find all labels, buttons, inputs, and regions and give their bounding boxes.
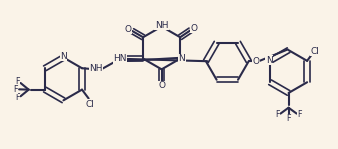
Text: O: O	[124, 25, 131, 34]
Text: N: N	[178, 54, 185, 63]
Text: O: O	[191, 24, 198, 33]
Text: N: N	[266, 56, 273, 65]
Text: O: O	[253, 57, 260, 66]
Text: Cl: Cl	[86, 100, 95, 109]
Text: F: F	[15, 77, 19, 86]
Text: Cl: Cl	[310, 47, 319, 56]
Text: O: O	[158, 81, 165, 90]
Text: HN: HN	[113, 54, 127, 63]
Text: F: F	[13, 85, 18, 94]
Text: N: N	[60, 52, 67, 61]
Text: NH: NH	[155, 21, 168, 30]
Text: F: F	[286, 114, 291, 123]
Text: F: F	[297, 110, 302, 119]
Text: F: F	[275, 110, 280, 119]
Text: NH: NH	[89, 65, 103, 73]
Text: F: F	[15, 93, 19, 101]
